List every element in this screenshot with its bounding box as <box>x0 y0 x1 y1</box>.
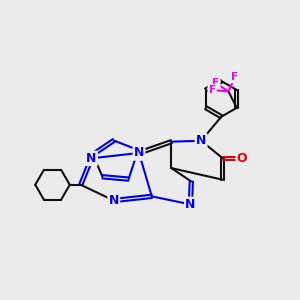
Text: N: N <box>134 146 144 160</box>
Text: N: N <box>196 134 206 147</box>
Text: N: N <box>86 152 97 165</box>
Text: N: N <box>185 198 196 211</box>
Text: F: F <box>208 85 216 95</box>
Text: F: F <box>212 78 220 88</box>
Text: F: F <box>231 72 239 82</box>
Text: N: N <box>109 194 119 207</box>
Text: O: O <box>237 152 248 165</box>
